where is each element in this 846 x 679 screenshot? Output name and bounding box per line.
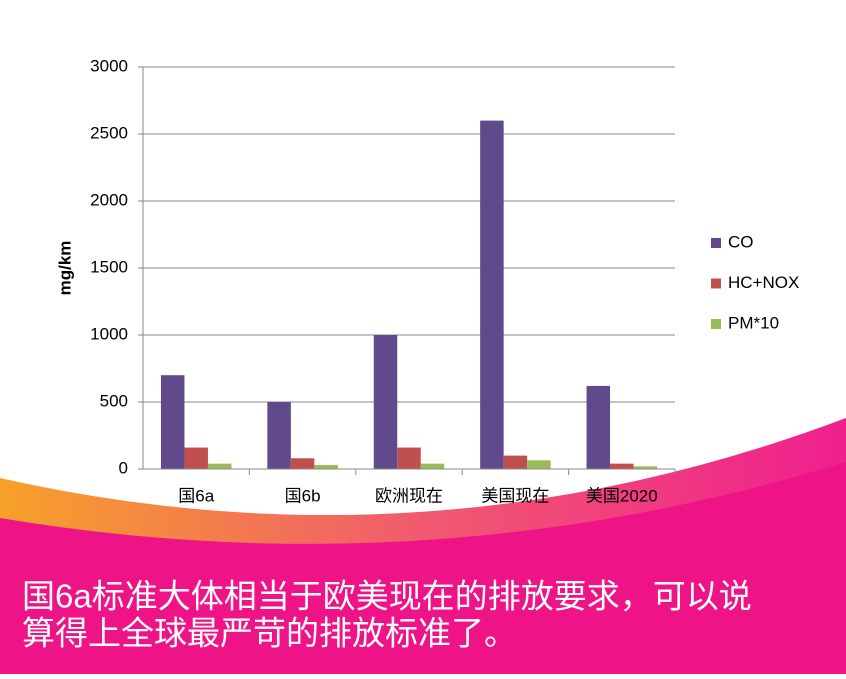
decor-band <box>0 462 846 674</box>
y-tick-label: 3000 <box>90 56 128 75</box>
y-tick-label: 2500 <box>90 123 128 142</box>
bar <box>503 455 528 469</box>
bar <box>420 463 445 469</box>
y-tick-label: 0 <box>119 458 128 477</box>
x-tick-label: 欧洲现在 <box>375 486 443 505</box>
x-tick-label: 国6a <box>178 486 214 505</box>
x-tick-label: 美国2020 <box>586 486 658 505</box>
x-tick-label: 国6b <box>285 486 321 505</box>
legend-swatch <box>711 238 721 248</box>
caption-line: 算得上全球最严苛的排放标准了。 <box>22 615 517 652</box>
bar <box>373 335 398 469</box>
y-tick-label: 1500 <box>90 257 128 276</box>
bar <box>184 447 208 469</box>
bar <box>314 464 338 469</box>
bar <box>290 458 315 469</box>
caption-line: 国6a标准大体相当于欧美现在的排放要求，可以说 <box>22 578 752 615</box>
bar <box>480 120 504 469</box>
legend-label: PM*10 <box>728 313 779 332</box>
bar <box>207 463 232 469</box>
y-tick-label: 2000 <box>90 190 128 209</box>
y-tick-label: 500 <box>100 391 128 410</box>
bar <box>633 466 658 469</box>
bar <box>586 385 611 469</box>
bar <box>527 460 551 469</box>
legend-label: HC+NOX <box>728 273 799 292</box>
bar <box>397 447 421 469</box>
bar <box>610 463 634 469</box>
y-axis-label: mg/km <box>55 241 74 296</box>
bar <box>267 402 291 469</box>
bar <box>160 375 185 469</box>
legend-label: CO <box>728 232 754 251</box>
y-tick-label: 1000 <box>90 324 128 343</box>
legend-swatch <box>711 319 721 329</box>
legend-swatch <box>711 278 721 289</box>
x-tick-label: 美国现在 <box>481 486 549 505</box>
